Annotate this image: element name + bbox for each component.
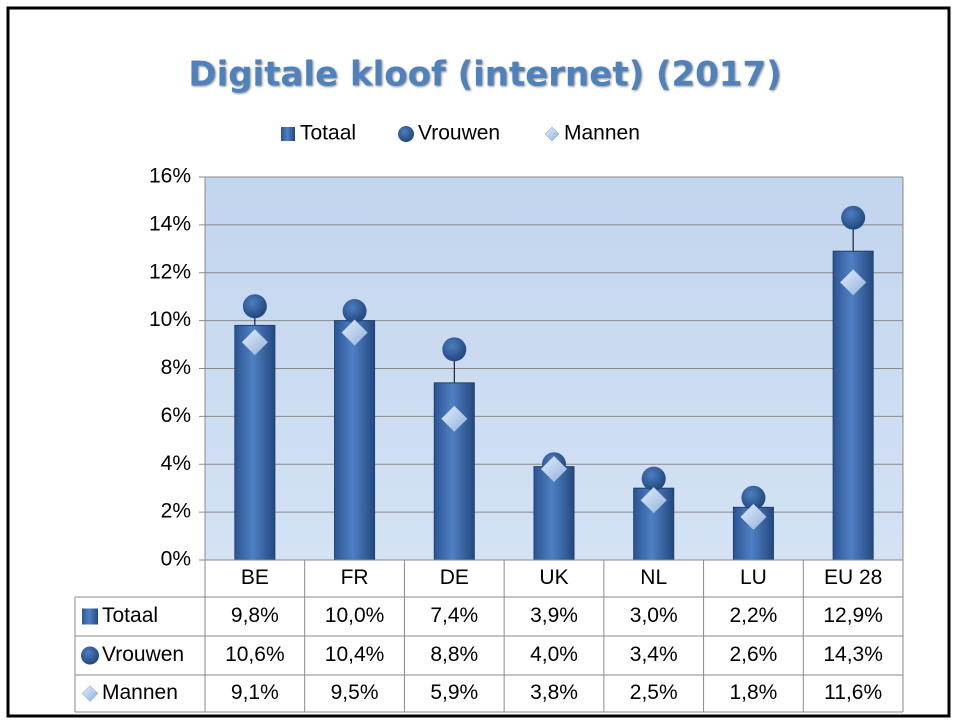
- legend-icon: [81, 685, 99, 702]
- marker-diamond: [640, 486, 668, 514]
- table-cell: 3,0%: [630, 604, 678, 627]
- marker-circle: [242, 294, 267, 319]
- bar: [234, 324, 276, 561]
- table-cell: 2,5%: [630, 681, 678, 704]
- chart-title: Digitale kloof (internet) (2017): [188, 55, 781, 95]
- bar: [832, 250, 874, 561]
- marker-circle: [741, 485, 766, 510]
- table-cell: 10,0%: [325, 604, 385, 627]
- table-row-header: Totaal: [102, 604, 158, 627]
- table-cell: 12,9%: [823, 604, 883, 627]
- marker-circle: [841, 205, 866, 230]
- table-cell: 3,9%: [530, 604, 578, 627]
- table-cell: 11,6%: [824, 681, 882, 704]
- x-tick-label: LU: [740, 566, 767, 589]
- x-tick-label: EU 28: [824, 566, 882, 589]
- y-tick-label: 0%: [161, 548, 191, 571]
- y-tick-label: 10%: [149, 308, 191, 331]
- table-cell: 10,6%: [225, 643, 285, 666]
- y-tick-label: 8%: [161, 356, 191, 379]
- legend-icon: [544, 126, 560, 142]
- x-tick-label: FR: [341, 566, 369, 589]
- x-tick-label: NL: [640, 566, 667, 589]
- legend-icon: [81, 646, 99, 665]
- table-cell: 1,8%: [729, 681, 777, 704]
- marker-diamond: [540, 455, 568, 483]
- y-tick-label: 4%: [161, 452, 191, 475]
- table-row-header: Mannen: [102, 681, 178, 704]
- x-tick-label: UK: [539, 566, 568, 589]
- marker-diamond: [839, 268, 867, 296]
- table-cell: 10,4%: [325, 643, 385, 666]
- marker-circle: [442, 337, 467, 362]
- table-cell: 9,1%: [231, 681, 279, 704]
- table-cell: 8,8%: [430, 643, 478, 666]
- table-cell: 14,3%: [823, 643, 883, 666]
- y-tick-label: 12%: [149, 260, 191, 283]
- table-cell: 7,4%: [430, 604, 478, 627]
- table-cell: 9,5%: [331, 681, 379, 704]
- table-cell: 2,6%: [729, 643, 777, 666]
- table-cell: 9,8%: [231, 604, 279, 627]
- marker-diamond: [440, 405, 468, 433]
- table-cell: 2,2%: [729, 604, 777, 627]
- x-tick-label: DE: [440, 566, 469, 589]
- table-cell: 4,0%: [530, 643, 578, 666]
- y-tick-label: 2%: [161, 500, 191, 523]
- marker-circle: [641, 466, 666, 491]
- marker-circle: [342, 299, 367, 324]
- y-tick-label: 14%: [149, 212, 191, 235]
- table-cell: 3,4%: [630, 643, 678, 666]
- table-cell: 3,8%: [530, 681, 578, 704]
- y-tick-label: 6%: [161, 404, 191, 427]
- legend-label: Totaal: [300, 122, 356, 145]
- bar: [334, 320, 376, 561]
- legend-label: Vrouwen: [418, 122, 500, 145]
- marker-diamond: [341, 319, 368, 346]
- table-row-header: Vrouwen: [102, 643, 184, 666]
- table-cell: 5,9%: [430, 681, 478, 704]
- legend-label: Mannen: [564, 122, 640, 145]
- legend-icon: [398, 126, 414, 142]
- marker-diamond: [241, 328, 269, 356]
- legend-icon: [82, 608, 98, 625]
- x-tick-label: BE: [241, 566, 269, 589]
- marker-diamond: [740, 503, 767, 531]
- legend-icon: [281, 127, 295, 141]
- y-tick-label: 16%: [149, 165, 191, 188]
